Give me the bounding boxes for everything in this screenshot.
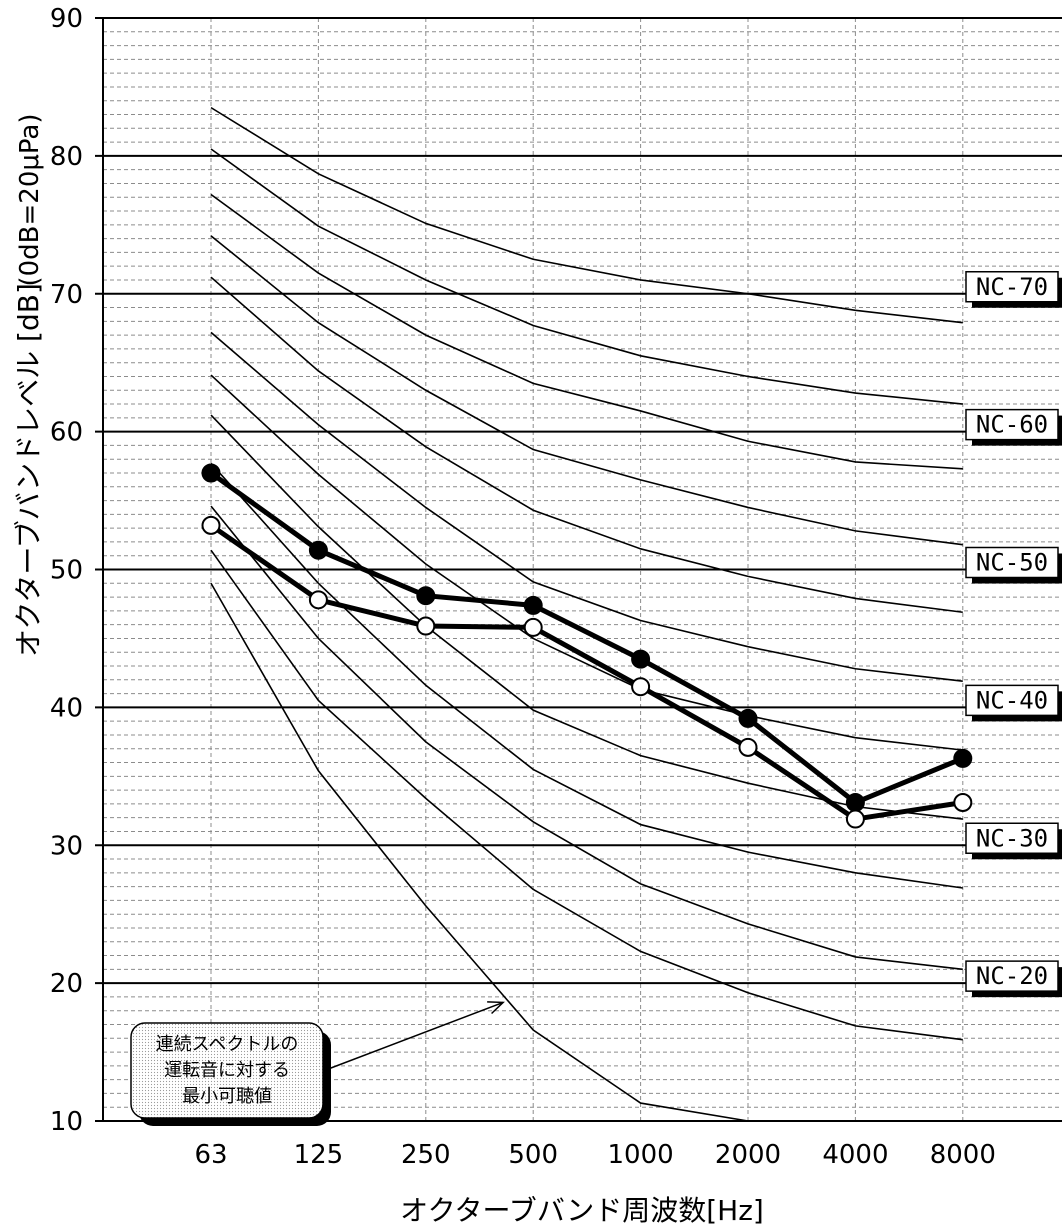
series-filled-line (209, 470, 964, 806)
y-tick-label: 90 (50, 4, 83, 34)
x-tick-label: 4000 (822, 1140, 888, 1170)
data-point-filled (308, 540, 328, 560)
nc-label: NC-50 (976, 549, 1048, 577)
axes: 10 20 30 40 50 60 70 80 90 63 125 250 500 1000 2000 400… (12, 4, 1062, 1227)
nc-labels: NC-70 NC-60 NC-50 NC-40 NC-30 NC-20 (965, 271, 1062, 998)
nc-label-box (965, 684, 1059, 717)
data-point-open (416, 616, 436, 636)
nc-label-box (965, 271, 1059, 303)
data-point-open (308, 590, 328, 610)
data-point-filled (523, 595, 543, 615)
nc-curve (210, 549, 963, 1041)
nc-curves (210, 106, 963, 1122)
y-axis-title: オクターブバンドレベル [dB] (12, 283, 45, 657)
nc-label: NC-60 (976, 411, 1048, 439)
nc-curve (210, 106, 963, 324)
series-open-line (209, 523, 964, 822)
nc-label: NC-20 (976, 962, 1048, 990)
data-point-filled (631, 649, 651, 669)
nc-label-box (965, 960, 1059, 992)
nc-curve (210, 235, 963, 546)
x-tick-label: 8000 (930, 1140, 996, 1170)
nc-label-box (965, 408, 1059, 441)
data-point-open (738, 737, 758, 757)
y-tick-label: 70 (50, 280, 83, 310)
x-tick-label: 63 (194, 1140, 227, 1170)
data-series (201, 463, 973, 829)
x-tick-label: 500 (508, 1140, 558, 1170)
x-tick-label: 2000 (715, 1140, 781, 1170)
x-axis-title: オクターブバンド周波数[Hz] (400, 1194, 764, 1227)
y-tick-label: 50 (50, 556, 83, 586)
y-tick-label: 10 (50, 1107, 83, 1137)
nc-curve (210, 276, 963, 614)
nc-curve (210, 374, 963, 751)
y-axis-note: (0dB=20μPa) (15, 113, 45, 286)
arrow-head (487, 1001, 505, 1015)
grid (103, 17, 1062, 1121)
data-point-open (201, 515, 221, 535)
y-tick-label: 20 (50, 969, 83, 999)
x-tick-label: 125 (294, 1140, 344, 1170)
nc-curve (210, 462, 963, 889)
data-point-filled (845, 793, 865, 813)
nc-curve (210, 414, 963, 820)
nc-curve (210, 148, 963, 405)
y-tick-label: 40 (50, 693, 83, 723)
x-tick-label: 250 (401, 1140, 451, 1170)
nc-label: NC-70 (976, 273, 1048, 301)
y-tick-label: 80 (50, 142, 83, 172)
nc-curve (210, 505, 963, 971)
annotation-line: 運転音に対する (164, 1060, 290, 1081)
data-point-open (953, 793, 973, 813)
x-tick-label: 1000 (608, 1140, 674, 1170)
y-tick-label: 60 (50, 418, 83, 448)
data-point-filled (738, 708, 758, 728)
data-point-filled (201, 463, 221, 483)
data-point-filled (416, 586, 436, 606)
annotation-arrow (322, 1001, 504, 1072)
nc-label-box (965, 822, 1059, 854)
nc-label: NC-40 (976, 686, 1048, 714)
y-tick-label: 30 (50, 831, 83, 861)
nc-curve (210, 331, 963, 682)
nc-curve (210, 193, 963, 470)
data-point-open (845, 809, 865, 829)
nc-label: NC-30 (976, 824, 1048, 852)
data-point-filled (953, 748, 973, 768)
data-point-open (523, 617, 543, 637)
threshold-curve (210, 582, 749, 1122)
annotation-line: 連続スペクトルの (156, 1034, 299, 1055)
annotation-line: 最小可聴値 (182, 1086, 272, 1107)
data-point-open (631, 677, 651, 697)
nc-label-box (965, 546, 1059, 579)
